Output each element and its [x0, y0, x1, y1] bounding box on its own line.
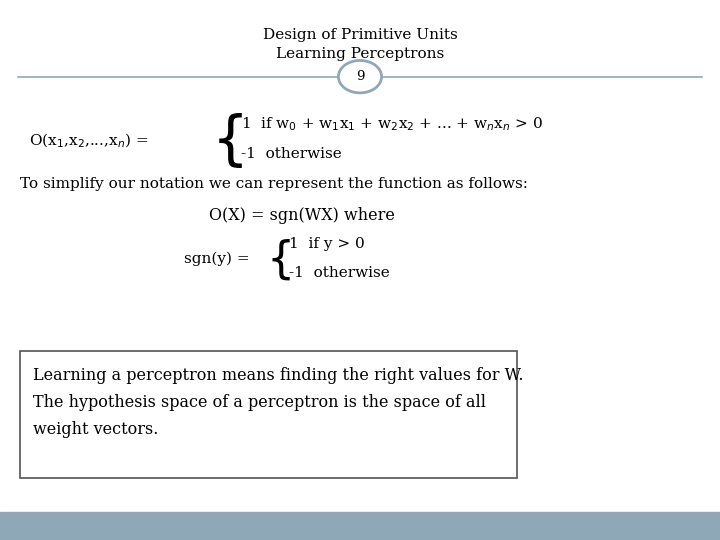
Text: weight vectors.: weight vectors.	[33, 421, 158, 438]
Text: Learning Perceptrons: Learning Perceptrons	[276, 47, 444, 61]
Text: -1  otherwise: -1 otherwise	[241, 147, 342, 161]
Text: sgn(y) =: sgn(y) =	[184, 252, 249, 266]
Text: To simplify our notation we can represent the function as follows:: To simplify our notation we can represen…	[20, 177, 528, 191]
Text: 9: 9	[356, 70, 364, 83]
Circle shape	[338, 60, 382, 93]
Text: $\{$: $\{$	[266, 237, 290, 281]
Bar	[0, 512, 720, 540]
Text: Design of Primitive Units: Design of Primitive Units	[263, 28, 457, 42]
Text: The hypothesis space of a perceptron is the space of all: The hypothesis space of a perceptron is …	[33, 394, 486, 411]
Text: $\{$: $\{$	[211, 111, 243, 170]
Text: -1  otherwise: -1 otherwise	[289, 266, 390, 280]
Text: Learning a perceptron means finding the right values for W.: Learning a perceptron means finding the …	[33, 367, 523, 384]
Text: O(X) = sgn(WX) where: O(X) = sgn(WX) where	[209, 207, 395, 225]
Text: O(x$_1$,x$_2$,...,x$_n$) =: O(x$_1$,x$_2$,...,x$_n$) =	[29, 131, 148, 150]
Text: 1  if y > 0: 1 if y > 0	[289, 237, 365, 251]
Text: 1  if w$_0$ + w$_1$x$_1$ + w$_2$x$_2$ + ... + w$_n$x$_n$ > 0: 1 if w$_0$ + w$_1$x$_1$ + w$_2$x$_2$ + .…	[241, 116, 544, 133]
FancyBboxPatch shape	[20, 351, 517, 478]
